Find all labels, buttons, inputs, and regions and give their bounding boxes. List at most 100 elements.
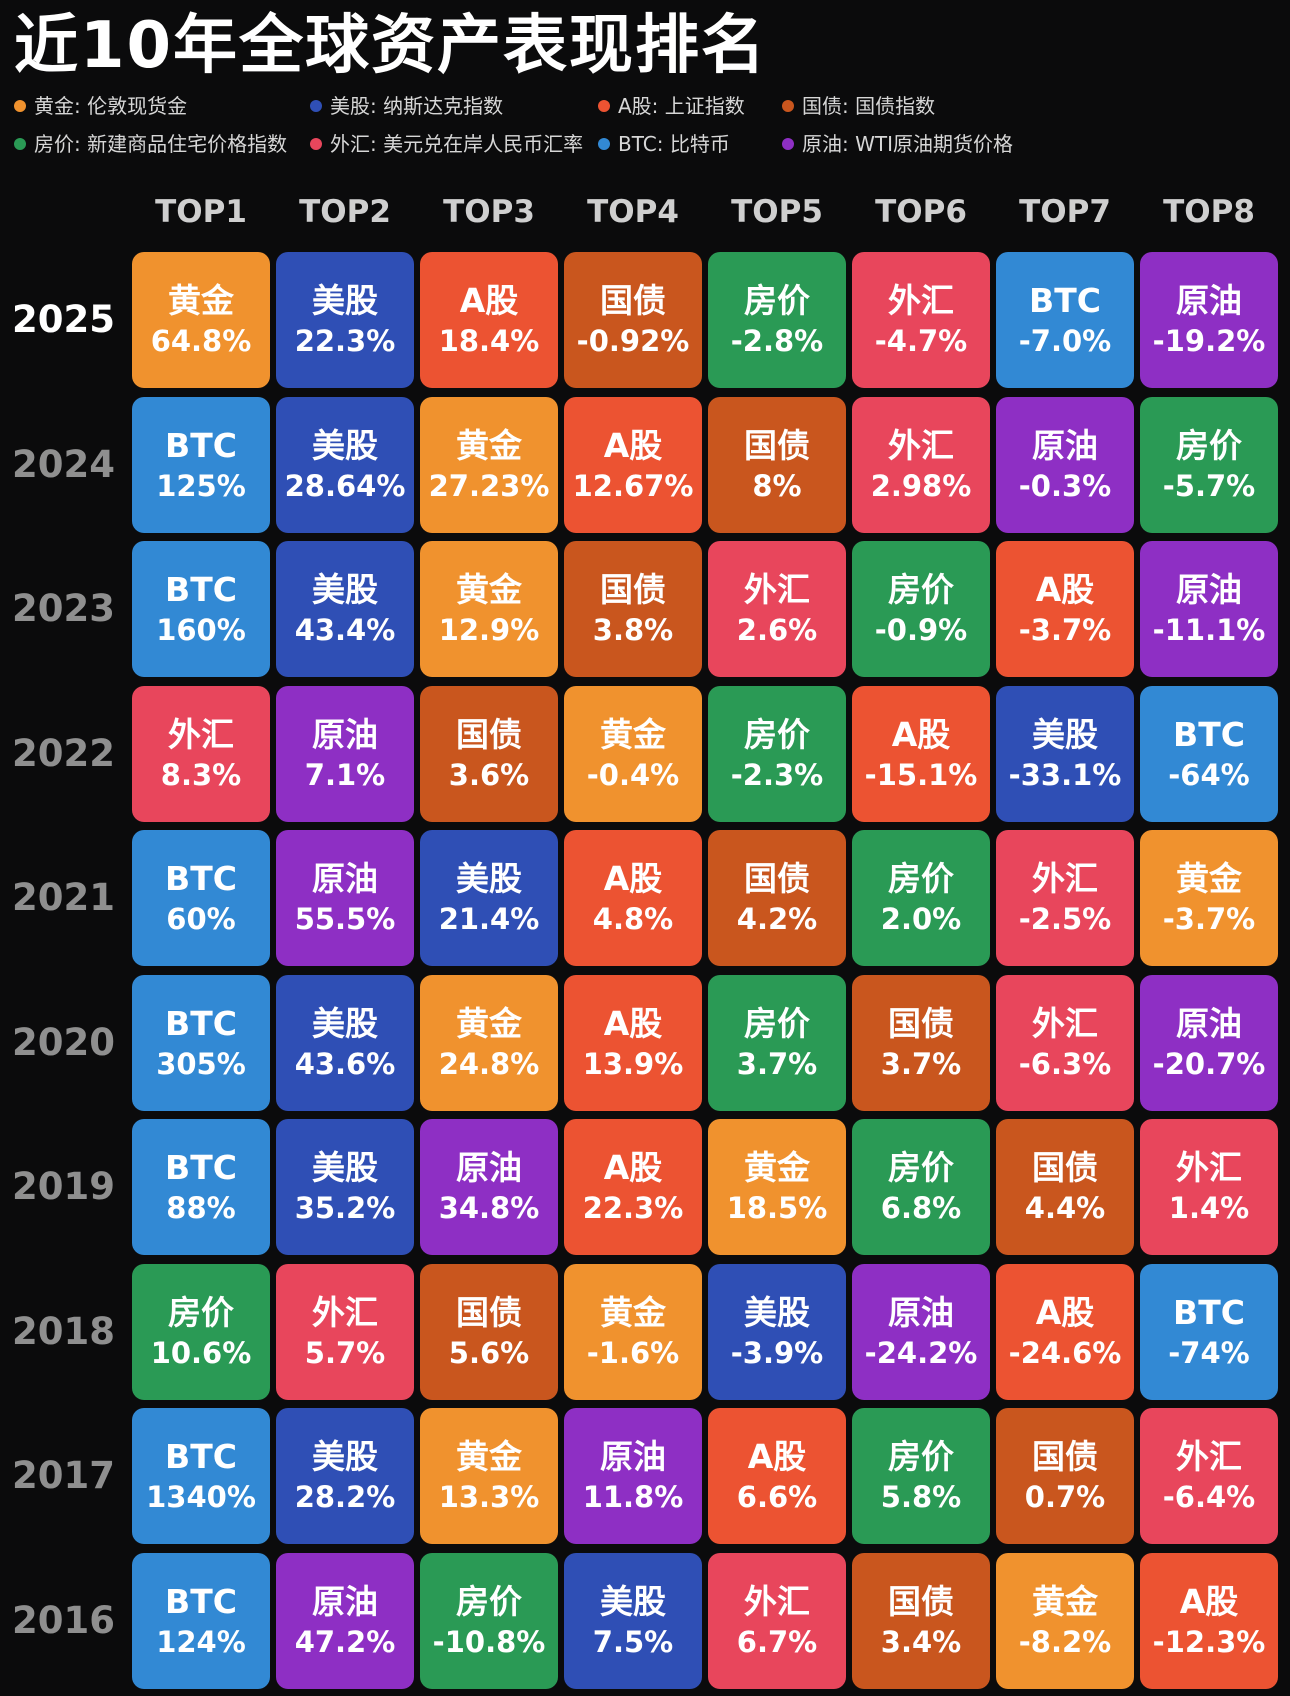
- asset-name: 外汇: [1176, 1148, 1242, 1187]
- asset-name: 国债: [888, 1581, 954, 1621]
- asset-cell: 国债 8%: [708, 396, 846, 533]
- legend-item: 美股: 纳斯达克指数: [310, 92, 503, 120]
- asset-return: -74%: [1168, 1335, 1250, 1370]
- asset-return: -7.0%: [1018, 324, 1112, 358]
- asset-name: 美股: [312, 1148, 378, 1187]
- asset-return: 35.2%: [294, 1191, 396, 1225]
- asset-cell: 黄金 24.8%: [420, 974, 558, 1111]
- asset-name: A股: [1179, 1581, 1239, 1621]
- asset-name: 国债: [600, 570, 666, 609]
- asset-return: 13.9%: [582, 1046, 684, 1081]
- asset-cell: BTC 1340%: [132, 1408, 270, 1544]
- asset-return: -3.9%: [730, 1335, 824, 1370]
- asset-name: 美股: [312, 1437, 378, 1476]
- asset-return: 6.7%: [736, 1624, 818, 1659]
- asset-name: BTC: [165, 859, 237, 898]
- asset-name: 国债: [744, 425, 810, 465]
- asset-cell: A股 -3.7%: [996, 541, 1134, 677]
- asset-cell: 原油 -20.7%: [1140, 974, 1278, 1111]
- asset-cell: 外汇 -6.3%: [996, 974, 1134, 1111]
- asset-name: 美股: [312, 1003, 378, 1043]
- legend-label: 原油: WTI原油期货价格: [802, 132, 1013, 156]
- asset-cell: 外汇 -6.4%: [1140, 1408, 1278, 1544]
- asset-return: 6.6%: [736, 1480, 818, 1514]
- asset-return: 3.7%: [736, 1046, 818, 1081]
- asset-cell: A股 13.9%: [564, 974, 702, 1111]
- asset-name: A股: [603, 859, 663, 898]
- asset-return: 125%: [156, 468, 246, 503]
- asset-cell: 黄金 13.3%: [420, 1408, 558, 1544]
- asset-cell: 房价 5.8%: [852, 1408, 990, 1544]
- asset-return: -2.8%: [730, 324, 824, 358]
- asset-return: 3.6%: [448, 757, 530, 792]
- asset-name: 黄金: [600, 1292, 666, 1332]
- year-label: 2018: [12, 1309, 115, 1353]
- asset-return: 4.2%: [736, 902, 818, 936]
- asset-cell: BTC -74%: [1140, 1263, 1278, 1400]
- asset-name: 外汇: [1032, 859, 1098, 898]
- asset-name: 外汇: [1032, 1003, 1098, 1043]
- asset-name: 原油: [1176, 281, 1242, 320]
- asset-cell: 原油 -0.3%: [996, 396, 1134, 533]
- legend-label: BTC: 比特币: [618, 132, 730, 156]
- asset-return: 55.5%: [294, 902, 396, 936]
- asset-cell: BTC 125%: [132, 396, 270, 533]
- asset-cell: 房价 3.7%: [708, 974, 846, 1111]
- asset-cell: 外汇 -2.5%: [996, 830, 1134, 966]
- asset-return: 43.4%: [294, 613, 396, 647]
- legend-item: 房价: 新建商品住宅价格指数: [14, 130, 287, 158]
- legend-item: BTC: 比特币: [598, 130, 730, 158]
- asset-return: -1.6%: [586, 1335, 680, 1370]
- asset-name: 房价: [888, 570, 954, 609]
- asset-name: BTC: [1173, 1292, 1245, 1332]
- asset-name: BTC: [165, 1437, 237, 1476]
- asset-return: 160%: [156, 613, 246, 647]
- legend-item: A股: 上证指数: [598, 92, 745, 120]
- asset-cell: 国债 0.7%: [996, 1408, 1134, 1544]
- asset-name: A股: [603, 1003, 663, 1043]
- asset-return: -2.5%: [1018, 902, 1112, 936]
- legend-dot: [598, 100, 610, 112]
- legend-label: 房价: 新建商品住宅价格指数: [34, 132, 288, 156]
- asset-return: -3.7%: [1018, 613, 1112, 647]
- asset-name: 国债: [1032, 1437, 1098, 1476]
- asset-cell: 美股 22.3%: [276, 252, 414, 388]
- legend-item: 原油: WTI原油期货价格: [782, 130, 1013, 158]
- legend-label: A股: 上证指数: [618, 94, 745, 118]
- asset-return: 124%: [156, 1624, 246, 1659]
- asset-return: 18.4%: [438, 324, 540, 358]
- asset-return: 3.4%: [880, 1624, 962, 1659]
- asset-return: 5.6%: [448, 1335, 530, 1370]
- asset-name: 房价: [1176, 425, 1242, 465]
- asset-cell: 原油 7.1%: [276, 685, 414, 822]
- asset-name: A股: [1035, 570, 1095, 609]
- asset-return: 2.6%: [736, 613, 818, 647]
- page-title: 近10年全球资产表现排名: [14, 9, 768, 83]
- asset-name: 外汇: [312, 1292, 378, 1332]
- asset-name: 国债: [744, 859, 810, 898]
- asset-cell: A股 18.4%: [420, 252, 558, 388]
- asset-name: 原油: [456, 1148, 522, 1187]
- asset-name: 国债: [1032, 1148, 1098, 1187]
- year-label: 2017: [12, 1454, 115, 1497]
- column-header: TOP7: [1019, 194, 1111, 230]
- asset-return: -20.7%: [1152, 1046, 1266, 1081]
- asset-cell: BTC 88%: [132, 1119, 270, 1255]
- asset-cell: 黄金 64.8%: [132, 252, 270, 388]
- asset-name: 原油: [312, 859, 378, 898]
- asset-name: 黄金: [744, 1148, 810, 1187]
- asset-name: 黄金: [456, 1437, 522, 1476]
- asset-return: -8.2%: [1018, 1624, 1112, 1659]
- asset-cell: A股 12.67%: [564, 396, 702, 533]
- asset-cell: 房价 -0.9%: [852, 541, 990, 677]
- asset-cell: 房价 -2.3%: [708, 685, 846, 822]
- asset-return: -6.3%: [1018, 1046, 1112, 1081]
- asset-name: 房价: [888, 859, 954, 898]
- asset-name: 房价: [744, 714, 810, 754]
- asset-name: BTC: [1029, 281, 1101, 320]
- asset-name: 外汇: [168, 714, 234, 754]
- asset-name: 美股: [744, 1292, 810, 1332]
- asset-cell: BTC 305%: [132, 974, 270, 1111]
- asset-cell: 外汇 1.4%: [1140, 1119, 1278, 1255]
- asset-return: 7.5%: [592, 1624, 674, 1659]
